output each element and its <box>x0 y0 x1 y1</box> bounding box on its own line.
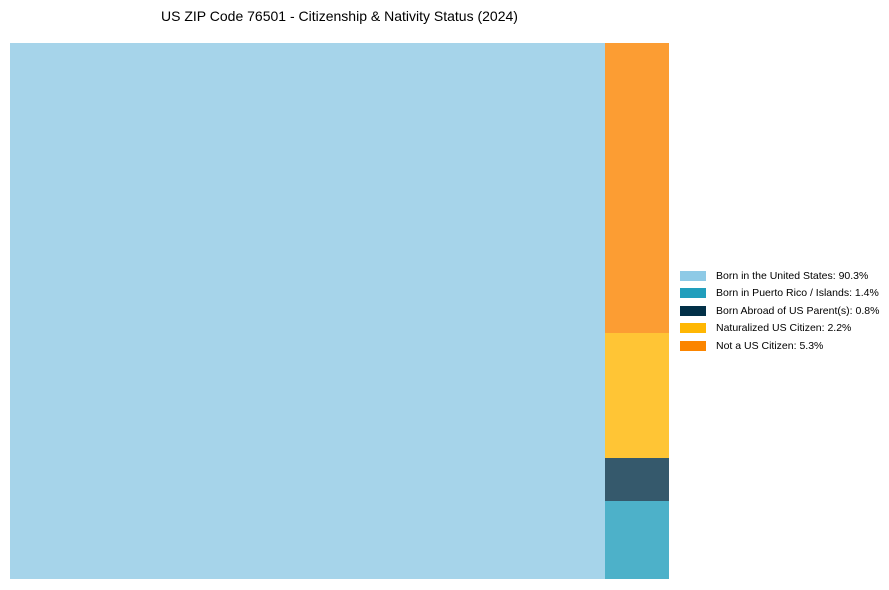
legend-label: Born in the United States: 90.3% <box>716 269 869 282</box>
legend: Born in the United States: 90.3% Born in… <box>680 267 879 355</box>
legend-item: Born Abroad of US Parent(s): 0.8% <box>680 302 879 320</box>
legend-item: Born in Puerto Rico / Islands: 1.4% <box>680 285 879 303</box>
tile-naturalized-us-citizen <box>605 333 669 458</box>
legend-label: Born in Puerto Rico / Islands: 1.4% <box>716 287 879 300</box>
legend-swatch-icon <box>680 270 706 281</box>
tile-born-in-us <box>10 43 605 579</box>
legend-swatch-icon <box>680 340 706 351</box>
legend-item: Naturalized US Citizen: 2.2% <box>680 320 879 338</box>
legend-label: Not a US Citizen: 5.3% <box>716 339 824 352</box>
tile-born-abroad-us-parents <box>605 458 669 501</box>
chart-title: US ZIP Code 76501 - Citizenship & Nativi… <box>161 8 518 24</box>
treemap <box>10 43 669 579</box>
legend-item: Born in the United States: 90.3% <box>680 267 879 285</box>
tile-born-in-puerto-rico <box>605 501 669 579</box>
tile-not-a-us-citizen <box>605 43 669 333</box>
legend-swatch-icon <box>680 305 706 316</box>
legend-label: Naturalized US Citizen: 2.2% <box>716 322 852 335</box>
legend-item: Not a US Citizen: 5.3% <box>680 337 879 355</box>
legend-swatch-icon <box>680 323 706 334</box>
legend-swatch-icon <box>680 288 706 299</box>
legend-label: Born Abroad of US Parent(s): 0.8% <box>716 304 880 317</box>
